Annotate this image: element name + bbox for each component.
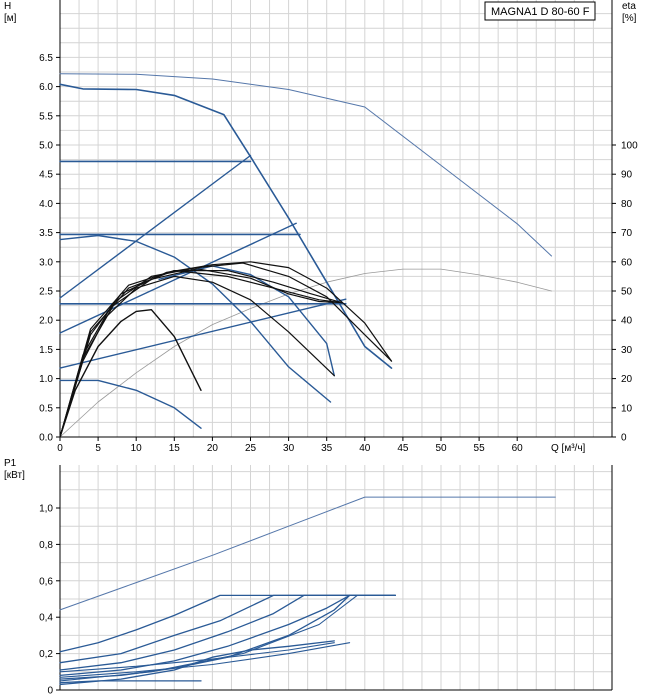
y-tick-label: 2.5: [39, 287, 53, 298]
series-line: [59, 594, 351, 680]
y-tick-label: 1,0: [39, 504, 53, 515]
y2-tick-label: 20: [621, 374, 633, 385]
x-tick-label: 20: [207, 443, 219, 454]
x-tick-label: 0: [57, 443, 63, 454]
x-tick-label: 30: [283, 443, 295, 454]
x-tick-label: 10: [131, 443, 143, 454]
y2-axis-title: eta: [622, 1, 636, 12]
x-tick-label: 60: [512, 443, 524, 454]
y-tick-label: 6.0: [39, 82, 53, 93]
series-line: [59, 222, 297, 334]
series-line: [59, 270, 343, 438]
y-tick-label: 0,4: [39, 613, 53, 624]
y2-tick-label: 90: [621, 170, 633, 181]
x-tick-label: 40: [359, 443, 371, 454]
series-line: [59, 275, 335, 438]
y-axis-title: H: [4, 1, 11, 12]
head-efficiency-plot: 0.0 0.5 1.0 1.5 2.0 2.5 3.0 3.5 4.0 4.5 5.0 5.5 6.0 6…: [4, 0, 638, 454]
series-line: [59, 594, 396, 671]
y-tick-label: 0: [47, 686, 53, 697]
y2-axis-unit: [%]: [622, 13, 637, 24]
x-tick-label: 5: [95, 443, 101, 454]
series-line: [59, 594, 396, 664]
legend-box: MAGNA1 D 80-60 F: [484, 1, 596, 21]
y2-tick-label: 30: [621, 345, 633, 356]
y-tick-label: 2.0: [39, 316, 53, 327]
y2-tick-label: 0: [621, 433, 627, 444]
chart-title: MAGNA1 D 80-60 F: [491, 6, 590, 18]
x-tick-label: 35: [321, 443, 333, 454]
series-line: [59, 154, 252, 299]
y-tick-label: 4.5: [39, 170, 53, 181]
y-tick-label: 4.0: [39, 199, 53, 210]
y2-tick-label: 100: [621, 141, 638, 152]
series-line: [59, 234, 332, 403]
series-line: [59, 496, 556, 611]
x-tick-label: 55: [474, 443, 486, 454]
x-tick-label: 45: [397, 443, 409, 454]
y-tick-label: 1.5: [39, 345, 53, 356]
y-tick-label: 1.0: [39, 374, 53, 385]
y-tick-label: 0,6: [39, 576, 53, 587]
y-axis-title: P1: [4, 458, 17, 469]
series-line: [59, 268, 552, 438]
x-tick-label: 50: [435, 443, 447, 454]
series-line: [59, 268, 343, 438]
series-line: [59, 309, 202, 438]
power-plot: 0 0,2 0,4 0,6 0,8 1,0 P1[кВт]: [4, 458, 613, 697]
series-line: [59, 594, 396, 677]
series-line: [59, 298, 347, 369]
series-line: [59, 270, 343, 438]
y-tick-label: 0.5: [39, 403, 53, 414]
y-axis-unit: [кВт]: [4, 470, 25, 481]
y-axis-unit: [м]: [4, 13, 17, 24]
y2-tick-label: 10: [621, 403, 633, 414]
y-tick-label: 0,8: [39, 540, 53, 551]
series-line: [59, 640, 335, 686]
y2-tick-label: 50: [621, 287, 633, 298]
series-line: [59, 262, 393, 438]
series-line: [59, 642, 335, 673]
y-tick-label: 5.0: [39, 141, 53, 152]
x-tick-label: 25: [245, 443, 257, 454]
y-tick-label: 3.5: [39, 228, 53, 239]
x-axis-title: Q [м³/ч]: [551, 443, 586, 454]
series-line: [59, 642, 351, 678]
y2-tick-label: 80: [621, 199, 633, 210]
y-tick-label: 6.5: [39, 53, 53, 64]
y-tick-label: 5.5: [39, 111, 53, 122]
y2-tick-label: 40: [621, 316, 633, 327]
series-line: [59, 83, 393, 369]
series-line: [59, 594, 358, 682]
series-line: [59, 594, 396, 653]
y-tick-label: 3.0: [39, 257, 53, 268]
series-line: [59, 73, 552, 257]
y2-tick-label: 60: [621, 257, 633, 268]
y-tick-label: 0,2: [39, 649, 53, 660]
x-tick-label: 15: [169, 443, 181, 454]
y-tick-label: 0.0: [39, 433, 53, 444]
series-line: [59, 379, 202, 429]
series-line: [59, 680, 202, 684]
y2-tick-label: 70: [621, 228, 633, 239]
